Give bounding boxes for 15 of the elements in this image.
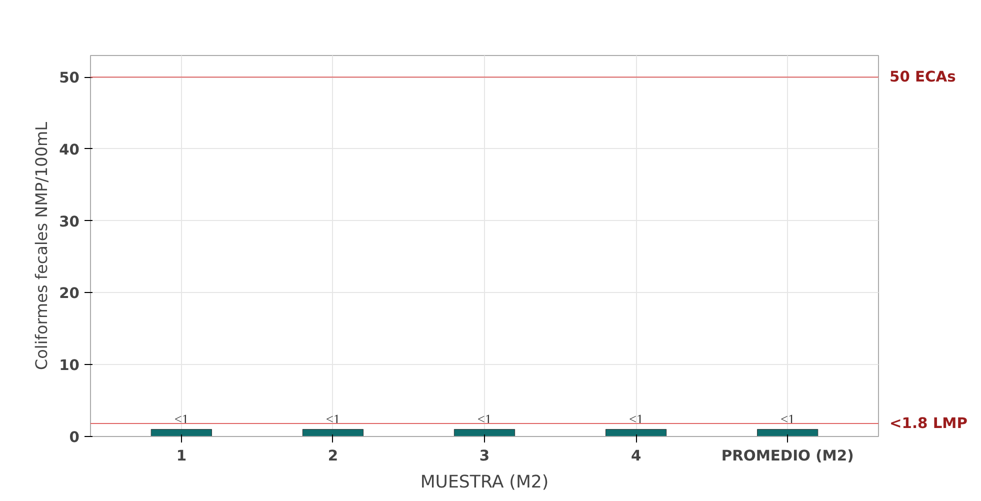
y-tick-label: 40 bbox=[59, 141, 80, 158]
x-tick-label: PROMEDIO (M2) bbox=[721, 448, 854, 464]
y-tick-label: 0 bbox=[69, 429, 80, 446]
y-tick-label: 20 bbox=[59, 285, 80, 302]
y-tick-label: 10 bbox=[59, 357, 80, 374]
ref-line-label: 50 ECAs bbox=[890, 68, 956, 86]
x-tick-label: 2 bbox=[328, 448, 338, 464]
y-tick-label: 30 bbox=[59, 213, 80, 230]
y-tick-label: 50 bbox=[59, 70, 80, 87]
y-axis-title: Coliformes fecales NMP/100mL bbox=[32, 122, 52, 370]
x-tick-label: 3 bbox=[479, 448, 490, 464]
x-tick-label: 1 bbox=[176, 448, 187, 464]
x-axis-title: MUESTRA (M2) bbox=[420, 472, 549, 492]
x-tick-label: 4 bbox=[630, 448, 642, 464]
ref-line-label: <1.8 LMP bbox=[890, 415, 968, 432]
